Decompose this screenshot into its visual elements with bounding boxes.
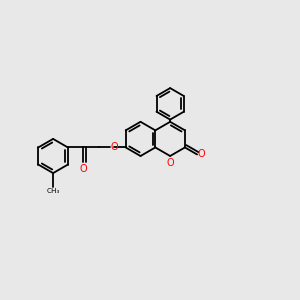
Text: O: O xyxy=(111,142,118,152)
Text: CH₃: CH₃ xyxy=(46,188,60,194)
Text: O: O xyxy=(198,149,205,160)
Text: O: O xyxy=(80,164,87,174)
Text: O: O xyxy=(166,158,174,168)
